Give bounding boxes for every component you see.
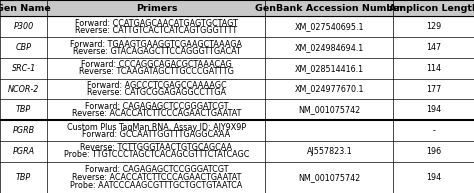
Text: PGRB: PGRB	[13, 126, 35, 135]
Text: Reverse: TCAAGATAGCTTGCCCGATTTG: Reverse: TCAAGATAGCTTGCCCGATTTG	[79, 67, 234, 76]
Text: Probe: AATCCCAAGCGTTTGCTGCTGTAATCA: Probe: AATCCCAAGCGTTTGCTGCTGTAATCA	[70, 181, 243, 190]
Text: 129: 129	[426, 22, 441, 31]
Text: Reverse: ACACCATCTTCCCAGAACTGAATAT: Reverse: ACACCATCTTCCCAGAACTGAATAT	[72, 109, 241, 118]
Text: GenBank Accession Number: GenBank Accession Number	[255, 4, 404, 13]
Text: Reverse: ACACCATCTTCCCAGAACTGAATAT: Reverse: ACACCATCTTCCCAGAACTGAATAT	[72, 173, 241, 182]
Text: XM_028514416.1: XM_028514416.1	[295, 64, 364, 73]
Text: Probe: TTGTCCCTAGCTCACAGCGTTTCTATCAGC: Probe: TTGTCCCTAGCTCACAGCGTTTCTATCAGC	[64, 150, 249, 159]
Text: 196: 196	[426, 147, 441, 156]
Text: TBP: TBP	[16, 173, 31, 182]
Text: Gen Name: Gen Name	[0, 4, 51, 13]
Text: 147: 147	[426, 43, 441, 52]
Text: SRC-1: SRC-1	[11, 64, 36, 73]
Text: TBP: TBP	[16, 105, 31, 114]
Text: PGRA: PGRA	[13, 147, 35, 156]
Text: Reverse: TCTTGGGTAACTGTGCAGCAA: Reverse: TCTTGGGTAACTGTGCAGCAA	[81, 143, 232, 152]
Text: XM_024977670.1: XM_024977670.1	[295, 85, 364, 94]
Text: NM_001075742: NM_001075742	[298, 105, 361, 114]
Text: XM_024984694.1: XM_024984694.1	[295, 43, 364, 52]
Text: Forward: CCCAGGCAGACGCTAAACAG: Forward: CCCAGGCAGACGCTAAACAG	[81, 60, 232, 69]
Text: Forward: CAGAGAGCTCCGGGATCGT: Forward: CAGAGAGCTCCGGGATCGT	[85, 165, 228, 174]
Text: Reverse: CATTGTCACTCATCAGTGGGTTTT: Reverse: CATTGTCACTCATCAGTGGGTTTT	[75, 26, 237, 35]
Text: Forward: AGCCCTCGAGCCAAAAGC: Forward: AGCCCTCGAGCCAAAAGC	[87, 81, 226, 90]
Text: 194: 194	[426, 105, 441, 114]
Text: 177: 177	[426, 85, 441, 94]
Text: Forward: CAGAGAGCTCCGGGATCGT: Forward: CAGAGAGCTCCGGGATCGT	[85, 102, 228, 111]
Text: 114: 114	[426, 64, 441, 73]
Text: Reverse: CATGCGGAGAGGCCTTGA: Reverse: CATGCGGAGAGGCCTTGA	[87, 88, 226, 97]
Text: Amplicon Length: Amplicon Length	[389, 4, 474, 13]
Bar	[0, 0, 474, 16]
Text: Forward: GCCAATTGGTTTGAGGCAAA: Forward: GCCAATTGGTTTGAGGCAAA	[82, 130, 230, 139]
Text: CBP: CBP	[16, 43, 32, 52]
Text: AJ557823.1: AJ557823.1	[307, 147, 352, 156]
Text: Custom Plus TaqMan RNA, Assay ID: AJY9X9P: Custom Plus TaqMan RNA, Assay ID: AJY9X9…	[67, 123, 246, 132]
Text: XM_027540695.1: XM_027540695.1	[295, 22, 364, 31]
Text: NCOR-2: NCOR-2	[8, 85, 39, 94]
Text: Forward: CCATGAGCAACATGAGTGCTAGT: Forward: CCATGAGCAACATGAGTGCTAGT	[75, 19, 238, 28]
Text: P300: P300	[14, 22, 34, 31]
Text: Reverse: GTACAGAGCTTCCAGGGTTGACAT: Reverse: GTACAGAGCTTCCAGGGTTGACAT	[73, 47, 240, 56]
Text: Forward: TGAAGTGAAGGTCGAAGCTAAAGA: Forward: TGAAGTGAAGGTCGAAGCTAAAGA	[71, 40, 242, 49]
Text: NM_001075742: NM_001075742	[298, 173, 361, 182]
Text: -: -	[432, 126, 435, 135]
Text: Primers: Primers	[136, 4, 177, 13]
Text: 194: 194	[426, 173, 441, 182]
